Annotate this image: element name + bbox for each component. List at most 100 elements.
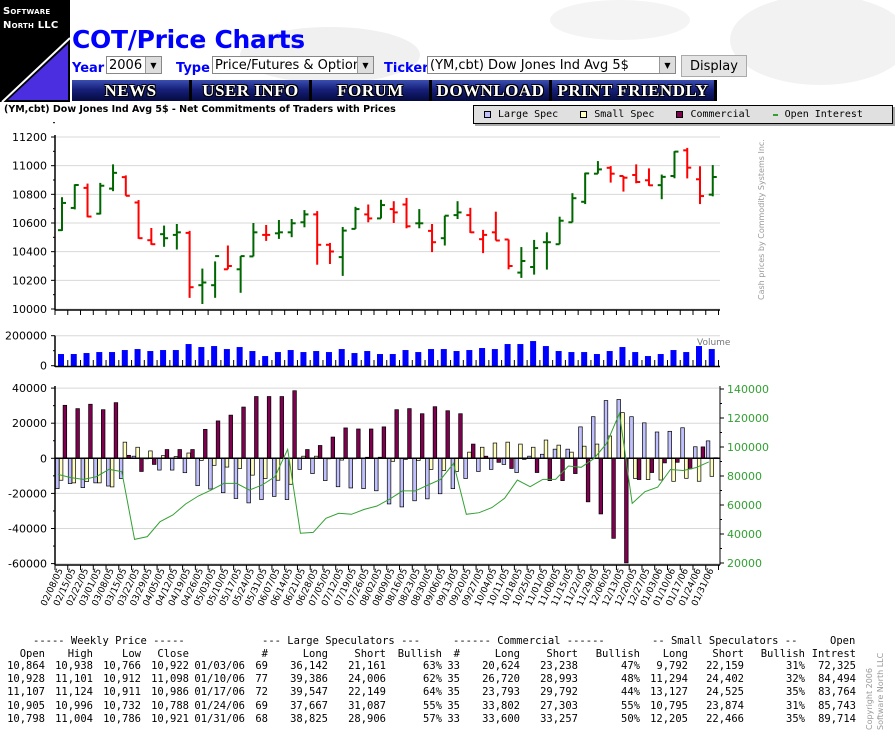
cash-prices-note: Cash prices by Commodity Systems Inc. (757, 139, 766, 300)
volume-bar (415, 352, 422, 367)
volume-bar (568, 352, 575, 367)
commercial-bar (445, 410, 450, 459)
table-cell: 29,792 (540, 686, 578, 698)
volume-bar (351, 353, 358, 367)
price-bar (632, 164, 641, 184)
price-bar (389, 201, 398, 223)
nav-forum[interactable]: FORUM (312, 80, 432, 101)
table-column-header: Low (122, 648, 141, 660)
year-value: 2006 (109, 57, 143, 73)
page-title: COT/Price Charts (72, 25, 305, 54)
volume-bar (428, 349, 435, 367)
chevron-down-icon[interactable]: ▼ (145, 57, 161, 73)
chevron-down-icon[interactable]: ▼ (659, 57, 675, 73)
commercial-bar (547, 457, 552, 481)
volume-bar (121, 350, 128, 367)
small-spec-bar (492, 442, 498, 459)
small-spec-bar (250, 457, 255, 476)
table-column-header: Bullish (397, 648, 442, 660)
small-spec-bar (582, 445, 587, 459)
price-axis-label: 10400 (12, 246, 47, 259)
volume-bar (466, 350, 473, 367)
table-cell: 12,205 (650, 713, 688, 725)
table-cell: 22,159 (706, 660, 744, 672)
chevron-down-icon[interactable]: ▼ (357, 57, 373, 73)
large-spec-bar (680, 427, 685, 459)
commercial-bar (88, 403, 93, 459)
commercial-bar (471, 443, 476, 459)
table-group-header: ------ Commercial ------ (453, 635, 605, 647)
oi-right-axis-label: 60000 (727, 499, 762, 512)
commercial-bar (420, 413, 425, 459)
ticker-select[interactable]: (YM,cbt) Dow Jones Ind Avg 5$ ▼ (427, 56, 676, 74)
commercial-bar (113, 402, 119, 459)
nav-news[interactable]: NEWS (72, 80, 192, 101)
legend-large-spec: Large Spec (484, 109, 558, 120)
large-spec-bar (425, 457, 430, 500)
table-cell: 10,911 (103, 686, 141, 698)
commercial-bar (368, 428, 374, 459)
price-bar (428, 224, 437, 253)
price-bar (555, 216, 564, 246)
price-bar (402, 197, 411, 229)
table-cell: 33 (447, 713, 460, 725)
volume-bar (491, 349, 498, 367)
volume-bar (338, 349, 345, 367)
table-cell: 28,993 (540, 673, 578, 685)
commercial-bar (279, 396, 284, 459)
table-cell: 01/31/06 (194, 713, 245, 725)
price-bar (313, 211, 322, 265)
year-select[interactable]: 2006 ▼ (106, 56, 162, 74)
software-north-logo[interactable]: Software North LLC (0, 0, 70, 102)
copyright-line2: Software North LLC (876, 652, 885, 730)
type-select[interactable]: Price/Futures & Options ▼ (212, 56, 374, 74)
table-cell: 31% (786, 700, 805, 712)
display-button[interactable]: Display (681, 55, 747, 77)
small-spec-bar (518, 443, 523, 459)
table-group-header: -- Small Speculators -- (652, 635, 798, 647)
table-cell: 33,802 (482, 700, 520, 712)
table-cell: 47% (621, 660, 640, 672)
chart-subtitle: (YM,cbt) Dow Jones Ind Avg 5$ - Net Comm… (4, 104, 396, 115)
table-column-header: Short (354, 648, 386, 660)
ticker-value: (YM,cbt) Dow Jones Ind Avg 5$ (430, 57, 629, 73)
volume-bar (147, 351, 154, 367)
volume-bar (160, 350, 167, 367)
commercial-bar (560, 457, 565, 481)
large-spec-bar (399, 457, 404, 508)
small-spec-bar (645, 457, 651, 480)
price-axis-label: 11200 (12, 131, 47, 144)
nav-print-friendly[interactable]: PRINT FRIENDLY (552, 80, 717, 101)
commercial-bar (407, 408, 412, 459)
large-spec-bar (208, 457, 213, 490)
cot-left-axis-label: 40000 (12, 382, 47, 395)
price-bar (249, 223, 258, 258)
small-spec-bar (186, 452, 191, 459)
volume-axis-label: 0 (40, 360, 47, 373)
nav-user-info[interactable]: USER INFO (192, 80, 312, 101)
large-spec-bar (233, 457, 239, 499)
nav-download[interactable]: DOWNLOAD (432, 80, 552, 101)
small-spec-bar (428, 457, 434, 470)
large-spec-bar (667, 430, 672, 459)
commercial-bar (254, 396, 259, 459)
price-bar (121, 175, 130, 197)
table-cell: 24,006 (348, 673, 386, 685)
price-axis-label: 10000 (12, 303, 47, 316)
large-spec-bar (93, 457, 98, 484)
large-spec-bar (463, 457, 468, 479)
commercial-bar (101, 409, 106, 459)
open-interest-line-icon (772, 113, 778, 116)
table-cell: 33,257 (540, 713, 578, 725)
table-cell: 11,098 (151, 673, 189, 685)
volume-bar (223, 349, 230, 367)
large-spec-bar (348, 457, 353, 489)
large-spec-bar (284, 457, 290, 500)
large-spec-bar (80, 457, 85, 488)
price-bar (147, 228, 156, 246)
table-cell: 69 (255, 660, 268, 672)
price-bar (377, 199, 385, 220)
table-cell: 36,142 (290, 660, 328, 672)
volume-bar (530, 341, 537, 367)
large-spec-bar (629, 416, 634, 459)
